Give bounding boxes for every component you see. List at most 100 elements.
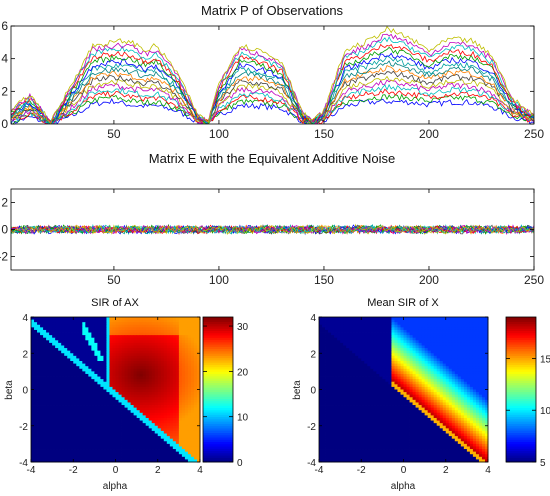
heatmap-cell [139, 446, 144, 450]
heatmap-cell [190, 428, 195, 432]
heatmap-cell [76, 373, 80, 377]
heatmap-cell [112, 322, 116, 326]
heatmap-cell [76, 417, 80, 421]
heatmap-cell [55, 384, 59, 388]
heatmap-cell [436, 361, 441, 365]
heatmap-cell [472, 335, 477, 339]
heatmap-cell [367, 373, 371, 377]
heatmap-cell [418, 353, 423, 357]
heatmap-cell [64, 329, 68, 333]
noise-series-line [11, 224, 534, 235]
heatmap-cell [148, 399, 153, 403]
heatmap-cell [418, 345, 423, 349]
observation-series-line [11, 43, 534, 124]
heatmap-cell [61, 405, 65, 409]
heatmap-cell [46, 322, 50, 326]
heatmap-cell [166, 397, 171, 401]
heatmap-cell [136, 449, 141, 453]
heatmap-cell [34, 407, 38, 411]
heatmap-cell [91, 324, 95, 328]
heatmap-cell [187, 407, 192, 411]
heatmap-cell [112, 436, 116, 440]
heatmap-cell [184, 456, 189, 460]
ytick-label: 2 [22, 349, 28, 360]
heatmap-cell [103, 366, 107, 370]
heatmap-cell [115, 417, 119, 421]
heatmap-cell [103, 381, 107, 385]
heatmap-cell [169, 394, 174, 398]
heatmap-cell [403, 384, 407, 388]
heatmap-cell [46, 381, 50, 385]
heatmap-cell [76, 420, 80, 424]
heatmap-cell [58, 454, 62, 458]
heatmap-cell [427, 376, 432, 380]
heatmap-cell [406, 366, 410, 370]
heatmap-cell [136, 327, 141, 331]
heatmap-cell [157, 397, 162, 401]
heatmap-cell [73, 358, 77, 362]
heatmap-cell [67, 443, 71, 447]
heatmap-cell [415, 324, 419, 328]
heatmap-cell [163, 366, 168, 370]
heatmap-cell [130, 454, 135, 458]
heatmap-cell [100, 441, 104, 445]
heatmap-cell [178, 358, 183, 362]
heatmap-cell [184, 394, 189, 398]
noise-series-line [11, 224, 534, 235]
heatmap-cell [151, 459, 156, 463]
heatmap-cell [172, 428, 177, 432]
heatmap-cell [454, 340, 459, 344]
heatmap-cell [388, 317, 392, 320]
heatmap-cell [175, 423, 180, 427]
heatmap-cell [70, 358, 74, 362]
heatmap-cell [355, 324, 359, 328]
heatmap-cell [442, 350, 447, 354]
heatmap-cell [472, 368, 477, 372]
heatmap-cell [40, 433, 44, 437]
heatmap-cell [187, 402, 192, 406]
heatmap-cell [427, 317, 432, 320]
heatmap-cell [109, 415, 113, 419]
ytick-label: 2 [1, 196, 8, 210]
heatmap-cell [439, 381, 444, 385]
heatmap-cell [91, 459, 95, 463]
heatmap-cell [142, 368, 147, 372]
heatmap-cell [97, 399, 101, 403]
heatmap-cell [43, 410, 47, 414]
heatmap-cell [148, 420, 153, 424]
heatmap-cell [58, 373, 62, 377]
heatmap-cell [85, 433, 89, 437]
heatmap-cell [436, 327, 441, 331]
heatmap-cell [148, 381, 153, 385]
heatmap-cell [184, 454, 189, 458]
heatmap-cell [166, 443, 171, 447]
heatmap-cell [34, 324, 38, 328]
heatmap-cell [82, 443, 86, 447]
heatmap-cell [124, 324, 128, 328]
heatmap-cell [166, 459, 171, 463]
heatmap-cell [91, 441, 95, 445]
heatmap-cell [112, 446, 116, 450]
heatmap-cell [139, 384, 144, 388]
heatmap-cell [67, 407, 71, 411]
heatmap-cell [151, 415, 156, 419]
heatmap-cell [190, 376, 195, 380]
heatmap-cell [130, 417, 135, 421]
heatmap-cell [391, 340, 395, 344]
heatmap-cell [172, 415, 177, 419]
heatmap-cell [388, 324, 392, 328]
heatmap-cell [361, 371, 365, 375]
heatmap-cell [82, 454, 86, 458]
colorbar-swatch [203, 394, 233, 397]
heatmap-cell [460, 381, 465, 385]
heatmap-cell [187, 430, 192, 434]
heatmap-cell [358, 376, 362, 380]
heatmap-cell [103, 443, 107, 447]
heatmap-cell [331, 373, 335, 377]
heatmap-cell [109, 379, 113, 383]
heatmap-cell [79, 405, 83, 409]
heatmap-cell [193, 449, 198, 453]
heatmap-cell [463, 335, 468, 339]
heatmap-cell [439, 363, 444, 367]
heatmap-cell [169, 373, 174, 377]
